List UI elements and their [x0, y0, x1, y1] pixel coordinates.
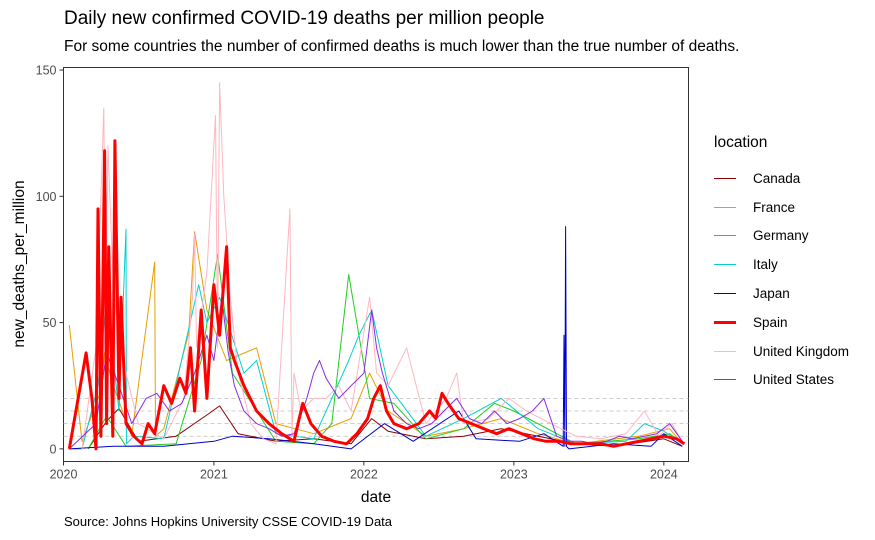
legend-label: Spain [753, 314, 788, 330]
reference-lines [63, 397, 689, 437]
x-tick-label: 2022 [350, 468, 378, 482]
y-axis: 0 50 100 150 [36, 64, 64, 456]
legend-item-germany: Germany [714, 222, 849, 251]
y-tick-label: 100 [36, 190, 57, 204]
chart-caption: Source: Johns Hopkins University CSSE CO… [64, 514, 393, 529]
legend-key [714, 264, 736, 266]
legend-key [714, 293, 736, 295]
x-tick-label: 2020 [50, 468, 78, 482]
legend-label: Germany [753, 228, 809, 244]
y-tick-label: 150 [36, 64, 57, 78]
legend-item-france: France [714, 193, 849, 222]
series-line-japan [69, 226, 683, 450]
x-axis: 2020 2021 2022 2023 2024 [50, 461, 678, 482]
legend-item-japan: Japan [714, 279, 849, 308]
legend-items: Canada France Germany Italy Japan Spain United… [714, 164, 849, 394]
series-line-italy [69, 228, 683, 450]
legend-key [714, 350, 736, 352]
series-layer [67, 82, 686, 451]
chart-title: Daily new confirmed COVID-19 deaths per … [64, 8, 545, 29]
y-axis-label: new_deaths_per_million [11, 180, 28, 347]
legend-title: location [714, 134, 768, 151]
legend-item-italy: Italy [714, 250, 849, 279]
legend-key [714, 177, 736, 179]
x-tick-label: 2023 [500, 468, 528, 482]
legend-item-united-kingdom: United Kingdom [714, 337, 849, 366]
x-tick-label: 2024 [650, 468, 678, 482]
legend-key [714, 320, 736, 324]
chart-subtitle: For some countries the number of confirm… [64, 38, 740, 55]
legend-label: Canada [753, 170, 801, 186]
legend-label: Japan [753, 286, 790, 302]
series-line-spain [67, 139, 686, 451]
legend-item-canada: Canada [714, 164, 849, 193]
plot-panel [63, 67, 689, 462]
legend-key [714, 206, 736, 208]
legend-label: Italy [753, 257, 778, 273]
x-axis-label: date [361, 489, 391, 506]
legend-item-spain: Spain [714, 308, 849, 337]
legend-label: France [753, 199, 796, 215]
y-tick-label: 50 [43, 316, 57, 330]
legend-label: United Kingdom [753, 343, 850, 359]
legend-label: United States [753, 372, 835, 388]
legend-key [714, 379, 736, 381]
legend-key [714, 235, 736, 237]
x-tick-label: 2021 [200, 468, 228, 482]
legend-item-united-states: United States [714, 366, 849, 395]
legend: location Canada France Germany Italy Japan Sp… [714, 134, 849, 394]
series-line-united-kingdom [81, 82, 683, 449]
y-tick-label: 0 [50, 442, 57, 456]
